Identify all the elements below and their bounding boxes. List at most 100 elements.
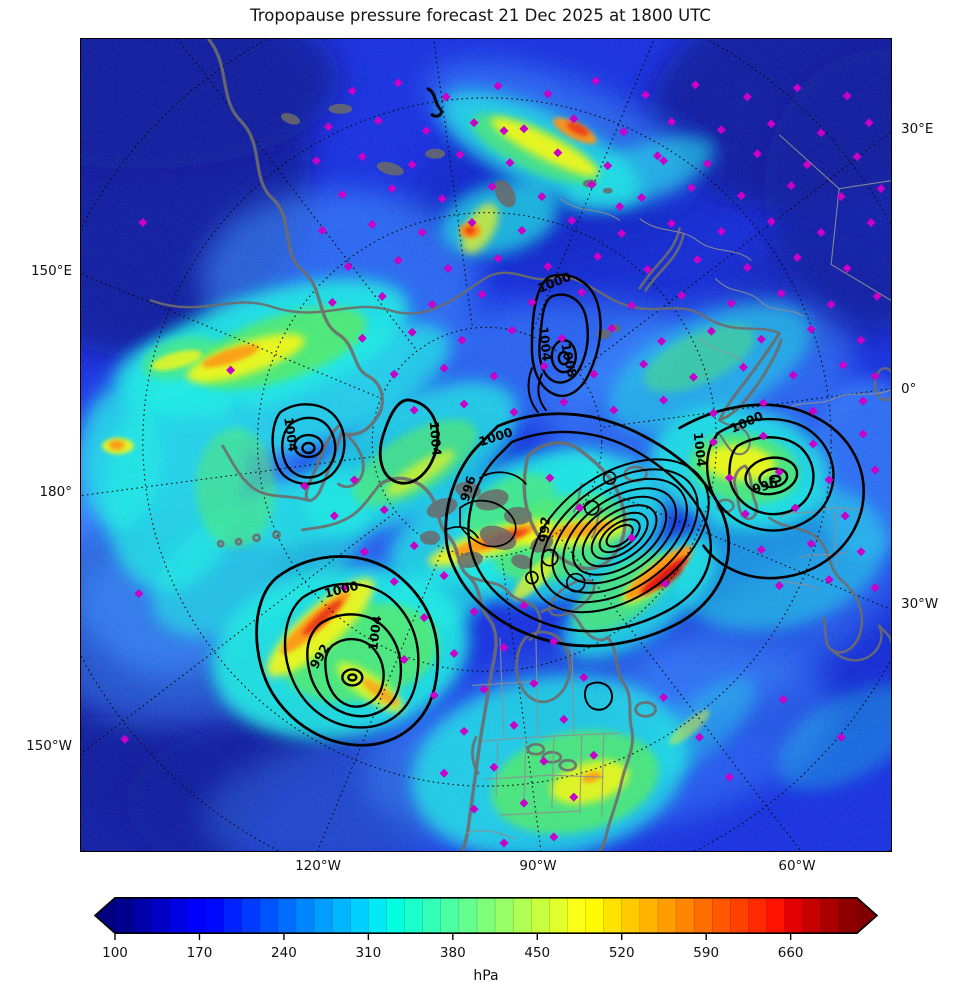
- station-diamond-marker: [449, 648, 459, 658]
- station-diamond-marker: [311, 156, 321, 166]
- colorbar-segment: [567, 897, 587, 934]
- colorbar-segment: [838, 897, 858, 934]
- colorbar-tick-label: 590: [693, 945, 719, 961]
- station-diamond-marker: [407, 327, 417, 337]
- graticule-label: 150°E: [30, 263, 72, 279]
- country-state-borders: [465, 134, 891, 840]
- colorbar-segment: [530, 897, 550, 934]
- colorbar: 100 170 240 310 380 450 520 590 660: [93, 897, 879, 961]
- station-diamond-marker: [359, 547, 369, 557]
- station-diamond-marker: [836, 732, 846, 742]
- colorbar-segment: [313, 897, 333, 934]
- colorbar-outline: [93, 897, 879, 934]
- colorbar-tick-label: 100: [102, 945, 128, 961]
- station-diamond-marker: [323, 122, 333, 132]
- colorbar-tick-label: 520: [609, 945, 635, 961]
- station-diamond-marker: [659, 692, 669, 702]
- colorbar-segment: [512, 897, 532, 934]
- station-diamond-marker: [756, 545, 766, 555]
- colorbar-segment: [187, 897, 207, 934]
- colorbar-segment: [404, 897, 424, 934]
- station-diamond-marker: [589, 750, 599, 760]
- station-diamond-marker: [661, 579, 671, 589]
- colorbar-segment: [422, 897, 442, 934]
- station-diamond-marker: [443, 263, 453, 273]
- graticule-label: 180°: [39, 484, 72, 500]
- colorbar-segment: [440, 897, 460, 934]
- colorbar-segment: [205, 897, 225, 934]
- colorbar-segment: [585, 897, 605, 934]
- station-diamond-marker: [519, 601, 529, 611]
- station-diamond-marker: [724, 772, 734, 782]
- graticule-label: 0°: [901, 381, 917, 397]
- station-diamond-marker: [367, 220, 377, 230]
- colorbar-tick-label: 310: [355, 945, 381, 961]
- station-diamond-marker: [824, 575, 834, 585]
- station-diamond-marker: [872, 291, 882, 301]
- station-diamond-marker: [639, 359, 649, 369]
- graticule-label: 30°E: [901, 121, 934, 137]
- station-diamond-marker: [667, 219, 677, 229]
- colorbar-segment: [277, 897, 297, 934]
- colorbar-segment: [820, 897, 840, 934]
- colorbar-unit: hPa: [473, 968, 499, 984]
- colorbar-tick-label: 170: [187, 945, 213, 961]
- colorbar-tick-label: 660: [778, 945, 804, 961]
- contour-value-label: 1004: [281, 416, 301, 453]
- station-diamond-marker: [667, 117, 677, 127]
- station-diamond-marker: [537, 192, 547, 202]
- colorbar-segment: [621, 897, 641, 934]
- station-diamond-marker: [870, 583, 880, 593]
- graticule-label: 150°W: [26, 738, 72, 754]
- colorbar-segment: [150, 897, 170, 934]
- colorbar-over-arrow: [857, 897, 877, 934]
- station-markers: [120, 76, 886, 848]
- contour-value-label: 996: [457, 474, 479, 503]
- colorbar-segment: [223, 897, 243, 934]
- station-diamond-marker: [479, 684, 489, 694]
- contour-value-label: 1004: [427, 421, 445, 457]
- contour-value-label: 1008: [558, 342, 580, 379]
- station-diamond-marker: [776, 288, 786, 298]
- graticule-label: 90°W: [519, 858, 557, 874]
- station-diamond-marker: [327, 297, 337, 307]
- colorbar-segment: [132, 897, 152, 934]
- station-diamond-marker: [557, 333, 567, 343]
- station-diamond-marker: [439, 768, 449, 778]
- station-diamond-marker: [377, 291, 387, 301]
- station-diamond-marker: [455, 150, 465, 160]
- colorbar-segment: [730, 897, 750, 934]
- station-diamond-marker: [790, 503, 800, 513]
- colorbar-segment: [802, 897, 822, 934]
- station-diamond-marker: [138, 218, 148, 228]
- colorbar-segment: [657, 897, 677, 934]
- station-diamond-marker: [838, 360, 848, 370]
- colorbar-segment: [748, 897, 768, 934]
- station-diamond-marker: [816, 128, 826, 138]
- map-area: 1000 1004 992 1000 1004 1008 1004 1004 1000 996 99…: [80, 38, 892, 852]
- station-diamond-marker: [778, 694, 788, 704]
- colorbar-segment: [675, 897, 695, 934]
- colorbar-segment: [476, 897, 496, 934]
- station-diamond-marker: [774, 581, 784, 591]
- colorbar-under-arrow: [95, 897, 115, 934]
- colorbar-segment: [241, 897, 261, 934]
- graticule-label: 120°W: [295, 858, 341, 874]
- station-diamond-marker: [507, 325, 517, 335]
- station-diamond-marker: [429, 690, 439, 700]
- colorbar-segment: [693, 897, 713, 934]
- colorbar-segment: [295, 897, 315, 934]
- station-diamond-marker: [708, 408, 718, 418]
- coastlines: [149, 39, 891, 851]
- station-diamond-marker: [339, 583, 349, 593]
- station-diamond-marker: [694, 732, 704, 742]
- station-diamond-marker: [421, 126, 431, 136]
- station-diamond-marker: [499, 642, 509, 653]
- contour-value-label: 1004: [691, 431, 710, 467]
- station-diamond-marker: [499, 126, 509, 136]
- station-diamond-marker: [373, 116, 383, 126]
- graticule: [81, 39, 891, 851]
- contour-value-label: 1004: [536, 326, 555, 362]
